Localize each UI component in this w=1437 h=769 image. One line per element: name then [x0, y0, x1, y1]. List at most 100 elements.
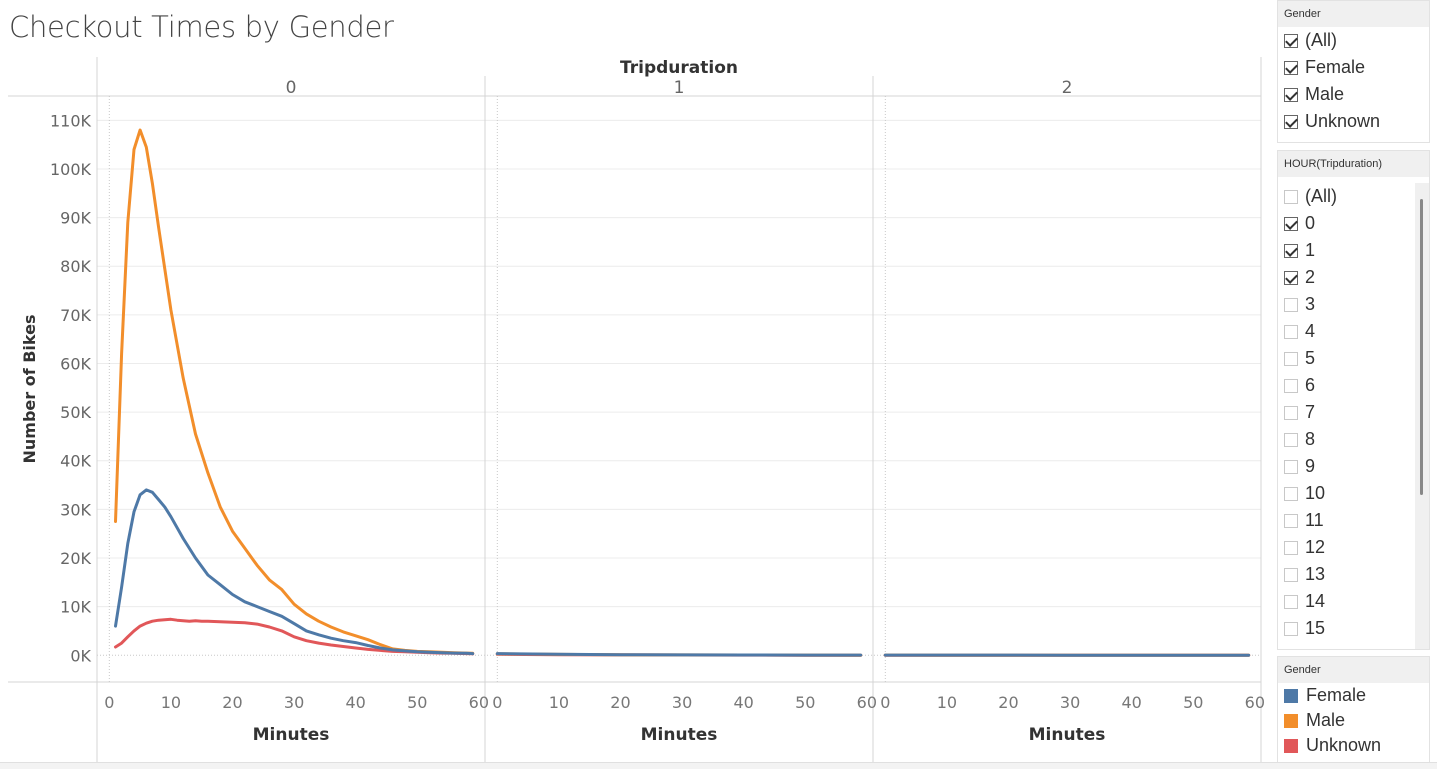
- y-tick-label: 40K: [60, 452, 91, 471]
- checkbox-unchecked-icon[interactable]: [1284, 351, 1298, 366]
- checkbox-checked-icon[interactable]: [1284, 114, 1298, 129]
- gender-filter-option-male[interactable]: Male: [1278, 81, 1429, 108]
- hour-filter-option-11[interactable]: 11: [1278, 507, 1416, 534]
- x-axis-label: Minutes: [1029, 725, 1106, 745]
- checkbox-unchecked-icon[interactable]: [1284, 513, 1298, 528]
- panel-label: 0: [286, 78, 297, 98]
- hour-filter-option-label: 15: [1305, 618, 1326, 638]
- checkbox-unchecked-icon[interactable]: [1284, 621, 1298, 636]
- hour-filter-option-1[interactable]: 1: [1278, 237, 1416, 264]
- hour-filter-option-all[interactable]: (All): [1278, 183, 1416, 210]
- x-axis-label: Minutes: [641, 725, 718, 745]
- gender-legend-card: Gender Female Male Unknown: [1277, 656, 1430, 763]
- gender-filter-option-female[interactable]: Female: [1278, 54, 1429, 81]
- x-tick-label: 40: [733, 693, 753, 712]
- x-tick-label: 20: [222, 693, 242, 712]
- checkbox-unchecked-icon[interactable]: [1284, 540, 1298, 555]
- legend-item-male[interactable]: Male: [1278, 708, 1429, 733]
- hour-filter-scroll-thumb[interactable]: [1420, 199, 1423, 495]
- y-tick-label: 10K: [60, 598, 91, 617]
- gender-filter-option-unknown[interactable]: Unknown: [1278, 108, 1429, 135]
- hour-filter-option-15[interactable]: 15: [1278, 615, 1416, 642]
- hour-filter-option-10[interactable]: 10: [1278, 480, 1416, 507]
- legend-label: Male: [1306, 710, 1346, 730]
- panel-label: 2: [1062, 78, 1073, 98]
- x-axis-label: Minutes: [253, 725, 330, 745]
- hour-filter-option-label: 3: [1305, 294, 1316, 314]
- hour-filter-option-label: 1: [1305, 240, 1316, 260]
- hour-filter-header: HOUR(Tripduration): [1278, 151, 1429, 177]
- hour-filter-card: HOUR(Tripduration) (All) 0 1 2 3 4 5 6 7 8 9 10 11 12…: [1277, 150, 1430, 650]
- hour-filter-option-label: 2: [1305, 267, 1316, 287]
- checkbox-checked-icon[interactable]: [1284, 216, 1298, 231]
- x-tick-label: 0: [104, 693, 114, 712]
- series-line-male-panel-0: [114, 128, 475, 655]
- checkbox-checked-icon[interactable]: [1284, 243, 1298, 258]
- hour-filter-option-0[interactable]: 0: [1278, 210, 1416, 237]
- hour-filter-option-3[interactable]: 3: [1278, 291, 1416, 318]
- x-tick-label: 50: [795, 693, 815, 712]
- x-tick-label: 30: [1060, 693, 1080, 712]
- hour-filter-option-6[interactable]: 6: [1278, 372, 1416, 399]
- panel-label: 1: [674, 78, 685, 98]
- hour-filter-option-9[interactable]: 9: [1278, 453, 1416, 480]
- y-tick-label: 80K: [60, 257, 91, 276]
- hour-filter-option-label: 7: [1305, 402, 1316, 422]
- hour-filter-option-label: 13: [1305, 564, 1326, 584]
- checkbox-unchecked-icon[interactable]: [1284, 324, 1298, 339]
- y-axis-label: Number of Bikes: [20, 314, 39, 463]
- x-tick-label: 20: [610, 693, 630, 712]
- series-line-female-panel-0: [114, 488, 475, 656]
- hour-filter-option-2[interactable]: 2: [1278, 264, 1416, 291]
- hour-filter-option-5[interactable]: 5: [1278, 345, 1416, 372]
- x-tick-label: 0: [492, 693, 502, 712]
- hour-filter-option-4[interactable]: 4: [1278, 318, 1416, 345]
- x-tick-label: 60: [1245, 693, 1265, 712]
- checkbox-unchecked-icon[interactable]: [1284, 189, 1298, 204]
- chart-title: Checkout Times by Gender: [9, 10, 394, 44]
- status-bar: [0, 762, 1437, 769]
- gender-filter-option-label: (All): [1305, 30, 1337, 50]
- gender-legend-header: Gender: [1278, 657, 1429, 683]
- legend-item-female[interactable]: Female: [1278, 683, 1429, 708]
- checkbox-unchecked-icon[interactable]: [1284, 594, 1298, 609]
- x-tick-label: 10: [549, 693, 569, 712]
- checkbox-unchecked-icon[interactable]: [1284, 405, 1298, 420]
- hour-filter-scrollbar[interactable]: [1415, 183, 1429, 649]
- checkbox-unchecked-icon[interactable]: [1284, 486, 1298, 501]
- checkbox-unchecked-icon[interactable]: [1284, 567, 1298, 582]
- hour-filter-option-label: 11: [1305, 510, 1324, 530]
- hour-filter-option-label: 4: [1305, 321, 1316, 341]
- column-header: Tripduration: [620, 58, 738, 78]
- hour-filter-option-7[interactable]: 7: [1278, 399, 1416, 426]
- legend-item-unknown[interactable]: Unknown: [1278, 733, 1429, 758]
- checkbox-unchecked-icon[interactable]: [1284, 378, 1298, 393]
- hour-filter-option-8[interactable]: 8: [1278, 426, 1416, 453]
- checkbox-checked-icon[interactable]: [1284, 60, 1298, 75]
- hour-filter-option-13[interactable]: 13: [1278, 561, 1416, 588]
- hour-filter-option-label: 14: [1305, 591, 1326, 611]
- hour-filter-option-label: 5: [1305, 348, 1316, 368]
- hour-filter-option-14[interactable]: 14: [1278, 588, 1416, 615]
- checkbox-checked-icon[interactable]: [1284, 33, 1298, 48]
- x-tick-label: 60: [469, 693, 489, 712]
- checkbox-unchecked-icon[interactable]: [1284, 459, 1298, 474]
- x-tick-label: 30: [672, 693, 692, 712]
- series-line-female-panel-1: [495, 652, 863, 657]
- x-tick-label: 30: [284, 693, 304, 712]
- hour-filter-option-12[interactable]: 12: [1278, 534, 1416, 561]
- gender-filter-card: Gender (All) Female Male Unknown: [1277, 0, 1430, 143]
- checkbox-unchecked-icon[interactable]: [1284, 297, 1298, 312]
- hour-filter-option-label: 6: [1305, 375, 1316, 395]
- checkbox-unchecked-icon[interactable]: [1284, 432, 1298, 447]
- gender-filter-option-all[interactable]: (All): [1278, 27, 1429, 54]
- gender-filter-option-label: Unknown: [1305, 111, 1381, 131]
- y-tick-label: 110K: [50, 111, 92, 130]
- hour-filter-option-label: (All): [1305, 186, 1337, 206]
- gender-filter-option-label: Male: [1305, 84, 1345, 104]
- y-tick-label: 0K: [70, 646, 91, 665]
- hour-filter-scroll-area[interactable]: (All) 0 1 2 3 4 5 6 7 8 9 10 11 12 13 14 15: [1278, 183, 1416, 649]
- checkbox-checked-icon[interactable]: [1284, 270, 1298, 285]
- checkbox-checked-icon[interactable]: [1284, 87, 1298, 102]
